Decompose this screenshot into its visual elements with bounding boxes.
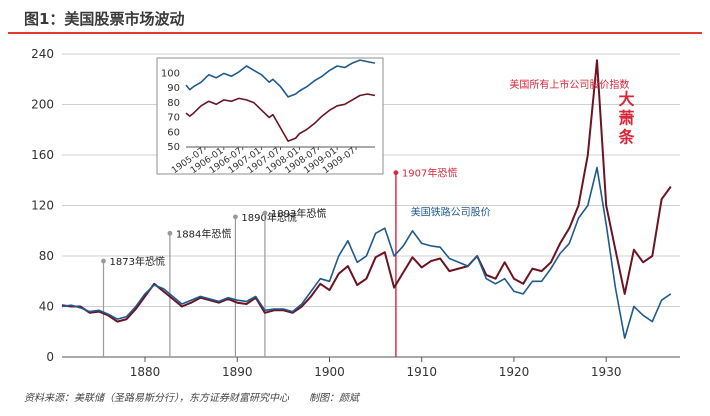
annotation-label: 1884年恐慌 <box>176 227 231 240</box>
series-railroad-line <box>61 166 672 339</box>
y-tick-label: 240 <box>31 47 54 61</box>
annotation-label: 1890年恐慌 <box>241 211 296 224</box>
series-label: 美国铁路公司股价 <box>411 206 491 219</box>
y-tick-label: 0 <box>46 350 54 364</box>
inset-y-tick-label: 60 <box>167 127 180 138</box>
inset-y-tick-label: 80 <box>167 98 180 109</box>
annotation-dot <box>101 258 106 264</box>
great-depression-label-char: 条 <box>617 128 635 147</box>
x-tick-label: 1880 <box>130 365 161 379</box>
chart-title-group: 图1：美国股票市场波动 <box>8 10 702 34</box>
annotation-dot <box>262 210 268 216</box>
y-tick-label: 120 <box>31 199 54 213</box>
y-tick-label: 40 <box>39 300 54 314</box>
annotation-dot <box>393 170 399 176</box>
annotation-label: 1907年恐慌 <box>402 167 457 180</box>
annotation-dot <box>233 214 238 220</box>
y-tick-label: 80 <box>39 249 54 263</box>
x-tick-label: 1890 <box>222 365 253 379</box>
annotation-dot <box>167 230 173 236</box>
inset-railroad-line <box>185 59 376 98</box>
inset-y-tick-label: 70 <box>167 113 180 124</box>
x-tick-label: 1910 <box>406 365 437 379</box>
x-tick-label: 1930 <box>591 365 622 379</box>
y-tick-label: 160 <box>31 148 54 162</box>
annotation-label: 1873年恐慌 <box>110 255 165 268</box>
series-label: 美国所有上市公司股价指数 <box>509 78 629 91</box>
x-tick-label: 1920 <box>499 365 530 379</box>
inset-all-stocks-line <box>185 93 376 142</box>
annotation-label: 1893年恐慌 <box>271 207 326 220</box>
series-all-stocks-line <box>61 59 672 323</box>
inset-y-tick-label: 90 <box>167 83 180 94</box>
x-axis: 1880 1890 1900 1910 1920 1930 <box>130 357 622 379</box>
great-depression-label-char: 萧 <box>618 109 634 128</box>
inset-chart: 50607080901001905-071906-011906-071907-0… <box>156 57 384 176</box>
y-tick-label: 200 <box>31 98 54 112</box>
series-lines <box>61 59 672 339</box>
y-axis: 0 40 80 120 160 200 240 <box>31 47 54 364</box>
inset-y-tick-label: 100 <box>161 68 180 79</box>
x-tick-label: 1900 <box>314 365 345 379</box>
chart-title: 图1：美国股票市场波动 <box>24 10 184 28</box>
source-note: 资料来源：美联储（圣路易斯分行），东方证券财富研究中心 制图：颜斌 <box>24 392 361 404</box>
great-depression-label-char: 大 <box>618 90 634 109</box>
inset-y-tick-label: 50 <box>167 142 180 153</box>
